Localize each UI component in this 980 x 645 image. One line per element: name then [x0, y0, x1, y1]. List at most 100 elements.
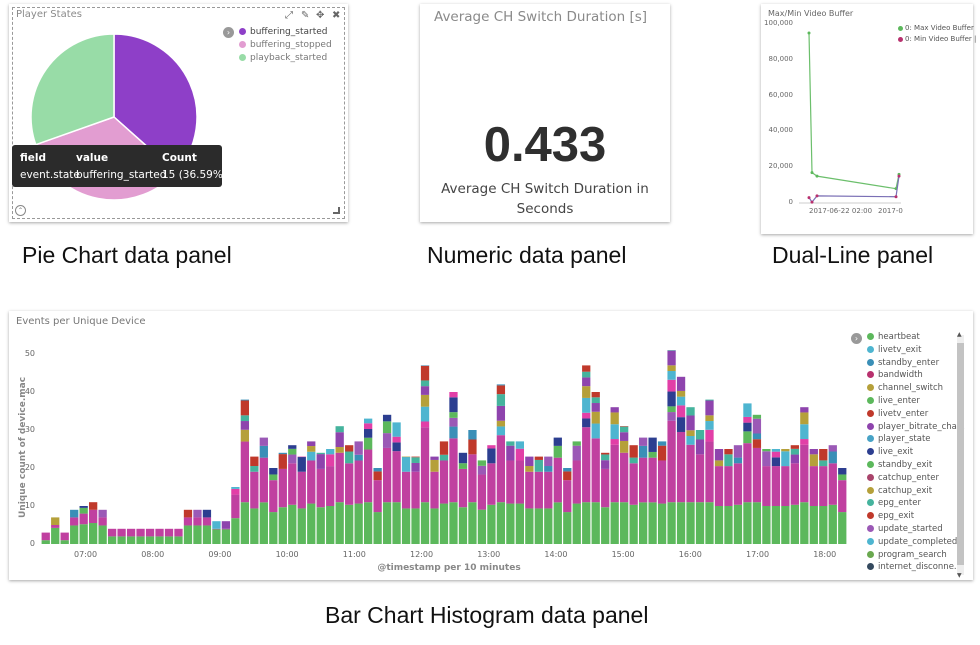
bar-segment[interactable] [610, 502, 619, 544]
bar-segment[interactable] [553, 437, 562, 446]
bar-segment[interactable] [676, 396, 686, 406]
bar-segment[interactable] [496, 405, 506, 421]
bar-segment[interactable] [259, 457, 268, 503]
bar-segment[interactable] [629, 445, 638, 458]
bar-segment[interactable] [572, 503, 581, 544]
bar-segment[interactable] [752, 433, 762, 440]
bar-segment[interactable] [458, 468, 468, 508]
bar-segment[interactable] [316, 454, 325, 469]
bar-segment[interactable] [411, 456, 420, 458]
bar-segment[interactable] [430, 456, 439, 460]
bar-segment[interactable] [819, 506, 828, 544]
bar-segment[interactable] [439, 460, 449, 504]
bar-segment[interactable] [620, 452, 629, 503]
bar-segment[interactable] [828, 451, 837, 464]
bar-segment[interactable] [743, 403, 752, 417]
bar-segment[interactable] [420, 365, 430, 381]
bar-segment[interactable] [326, 449, 335, 455]
bar-segment[interactable] [202, 509, 212, 518]
bar-segment[interactable] [714, 466, 724, 506]
bar-segment[interactable] [800, 424, 809, 440]
bar-segment[interactable] [657, 445, 667, 461]
bar-segment[interactable] [743, 416, 752, 423]
bar-segment[interactable] [506, 445, 515, 461]
bar-segment[interactable] [202, 525, 212, 544]
bar-segment[interactable] [259, 437, 268, 446]
bar-segment[interactable] [601, 468, 610, 508]
bar-segment[interactable] [439, 454, 449, 461]
bar-segment[interactable] [477, 465, 487, 475]
bar-segment[interactable] [193, 509, 202, 518]
bar-segment[interactable] [724, 449, 733, 455]
bar-segment[interactable] [89, 523, 98, 544]
bar-segment[interactable] [591, 392, 600, 398]
pie-slice-playback_started[interactable] [30, 33, 115, 146]
bar-segment[interactable] [591, 403, 600, 412]
data-point[interactable] [807, 196, 811, 200]
bar-segment[interactable] [250, 471, 259, 509]
bar-segment[interactable] [212, 529, 221, 544]
legend-item[interactable]: live_exit [867, 447, 913, 457]
bar-segment[interactable] [743, 502, 752, 544]
bar-segment[interactable] [705, 429, 714, 442]
bar-segment[interactable] [411, 462, 420, 472]
bar-segment[interactable] [117, 528, 126, 537]
bar-segment[interactable] [60, 540, 69, 544]
bar-segment[interactable] [174, 528, 183, 537]
bar-segment[interactable] [316, 468, 325, 508]
bar-segment[interactable] [297, 456, 306, 472]
bar-segment[interactable] [79, 513, 88, 525]
bar-segment[interactable] [259, 502, 268, 544]
bar-segment[interactable] [620, 502, 629, 544]
resize-handle-icon[interactable] [333, 207, 340, 214]
bar-segment[interactable] [582, 397, 591, 413]
bar-segment[interactable] [553, 445, 562, 458]
bar-segment[interactable] [183, 509, 193, 518]
bar-segment[interactable] [70, 517, 79, 526]
bar-segment[interactable] [771, 449, 781, 452]
bar-segment[interactable] [629, 457, 638, 464]
bar-segment[interactable] [601, 460, 610, 469]
bar-segment[interactable] [591, 438, 600, 503]
bar-segment[interactable] [392, 422, 401, 437]
bar-segment[interactable] [819, 449, 828, 461]
bar-segment[interactable] [401, 456, 411, 472]
bar-segment[interactable] [458, 507, 468, 544]
bar-segment[interactable] [126, 536, 136, 544]
bar-segment[interactable] [240, 441, 250, 503]
bar-segment[interactable] [525, 471, 534, 509]
bar-segment[interactable] [781, 506, 790, 544]
scroll-down-icon[interactable]: ▼ [957, 572, 962, 579]
bar-segment[interactable] [676, 502, 686, 544]
bar-segment[interactable] [733, 504, 743, 544]
bar-segment[interactable] [449, 438, 458, 503]
bar-segment[interactable] [496, 435, 506, 503]
data-point[interactable] [894, 195, 898, 199]
bar-segment[interactable] [79, 506, 88, 508]
bar-segment[interactable] [705, 502, 714, 544]
bar-segment[interactable] [667, 420, 676, 503]
bar-segment[interactable] [477, 460, 487, 466]
bar-segment[interactable] [382, 421, 392, 434]
bar-segment[interactable] [307, 503, 316, 544]
bar-segment[interactable] [70, 525, 79, 544]
bar-segment[interactable] [221, 521, 231, 529]
bar-segment[interactable] [591, 411, 600, 424]
bar-segment[interactable] [382, 414, 392, 422]
bar-segment[interactable] [221, 528, 231, 530]
bar-segment[interactable] [335, 502, 344, 544]
bar-segment[interactable] [828, 445, 837, 452]
bar-segment[interactable] [762, 466, 771, 506]
bar-segment[interactable] [250, 508, 259, 544]
bar-segment[interactable] [297, 456, 306, 458]
bar-segment[interactable] [563, 480, 572, 513]
bar-segment[interactable] [762, 449, 771, 452]
bar-segment[interactable] [382, 502, 392, 544]
bar-segment[interactable] [164, 528, 174, 537]
bar-segment[interactable] [582, 377, 591, 387]
bar-segment[interactable] [411, 471, 420, 509]
bar-segment[interactable] [620, 426, 629, 427]
bar-segment[interactable] [667, 391, 676, 407]
bar-segment[interactable] [240, 399, 250, 401]
series-line-0[interactable] [808, 32, 900, 190]
